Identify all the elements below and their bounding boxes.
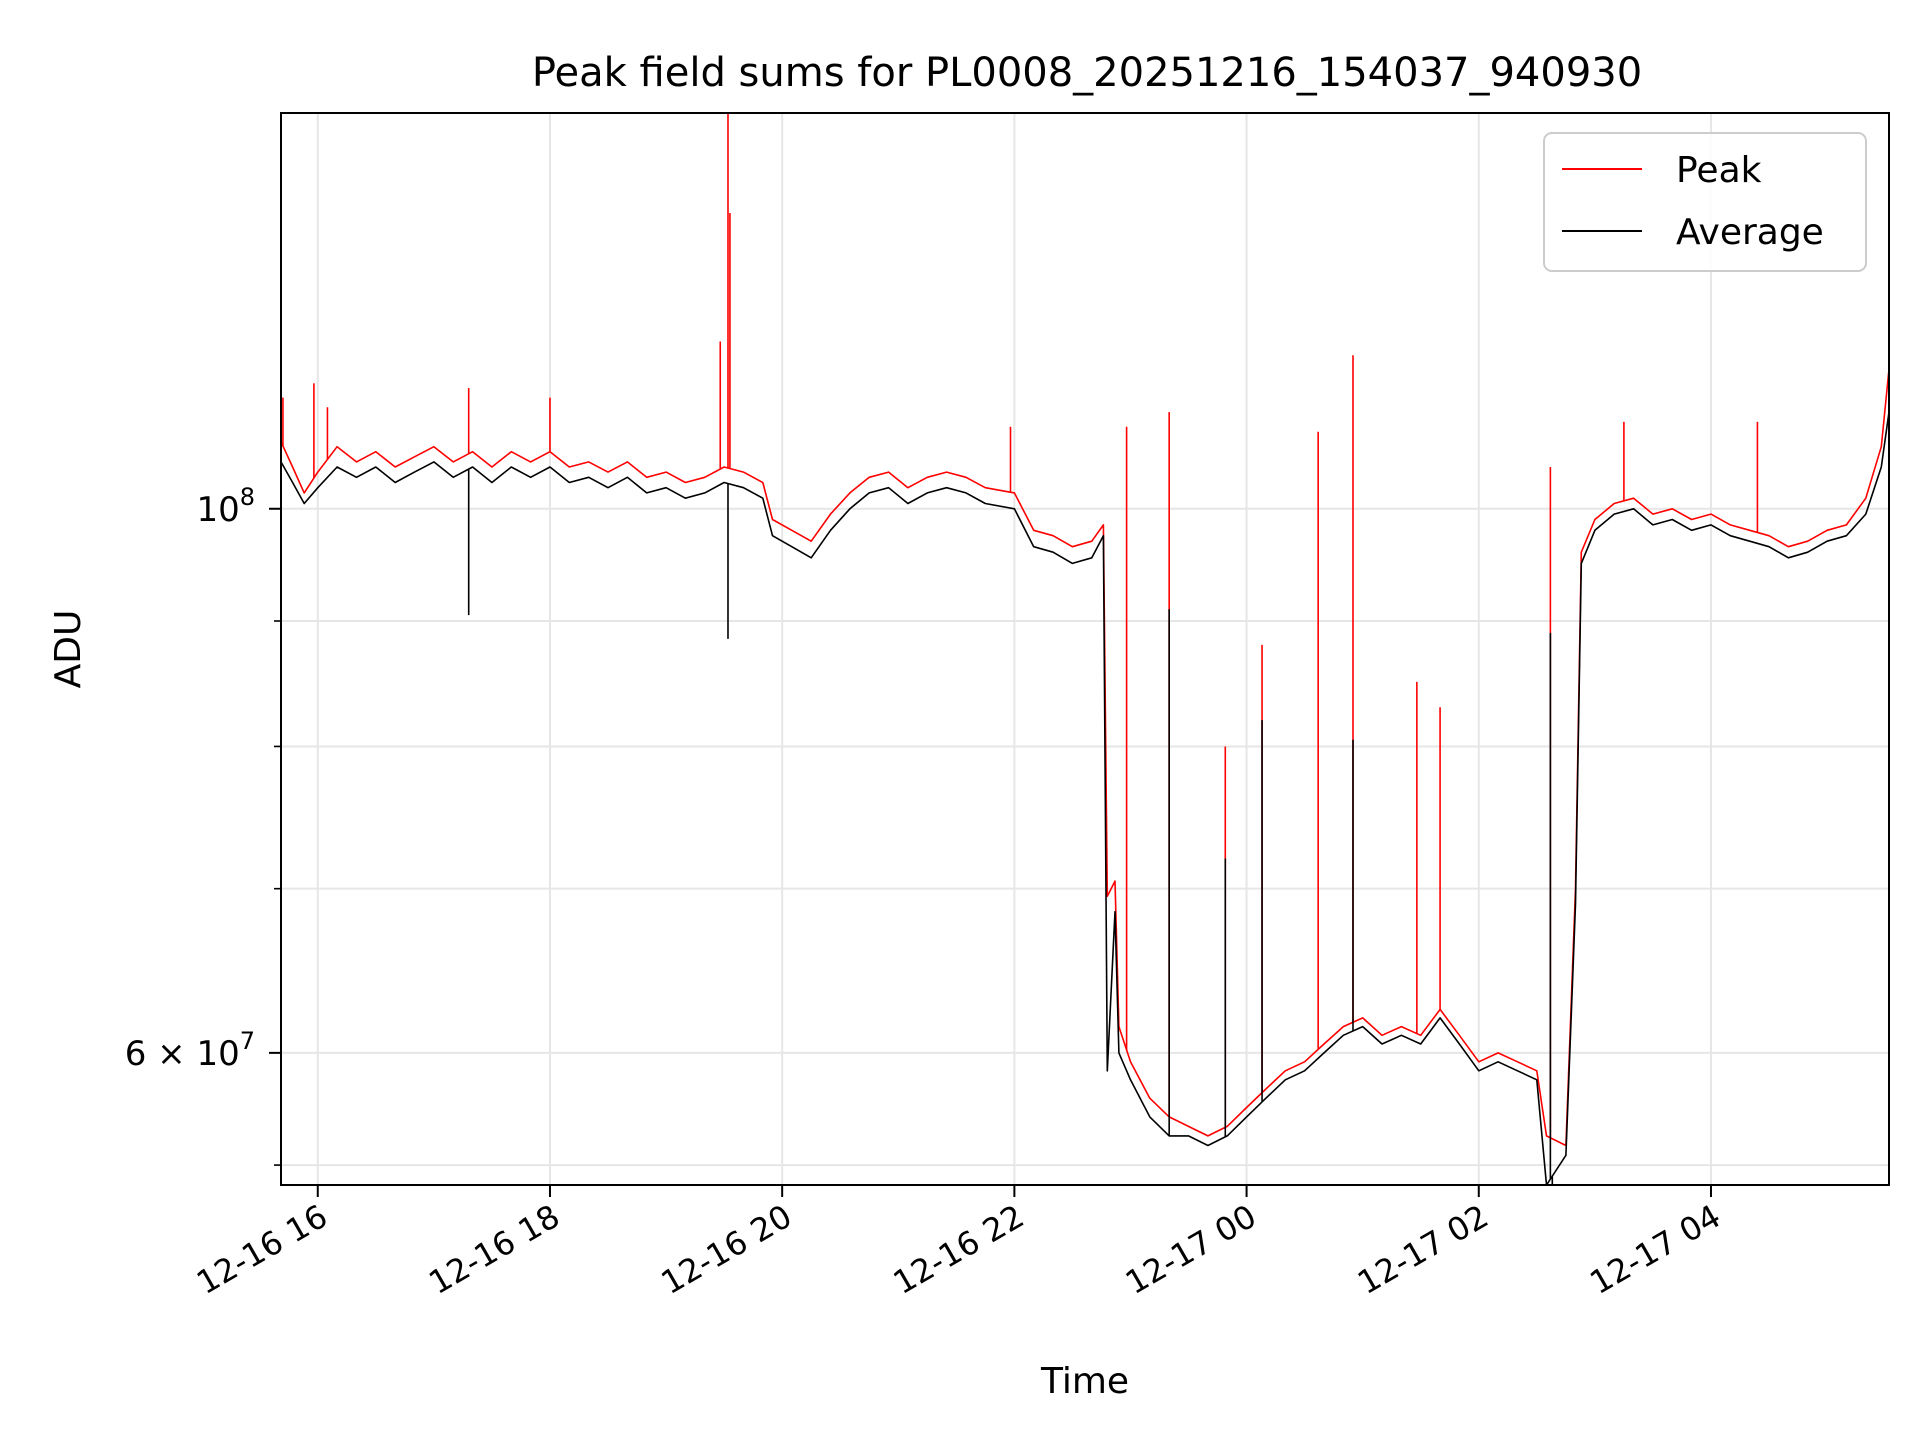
x-axis-label: Time	[1040, 1361, 1129, 1402]
y-axis-label: ADU	[48, 610, 89, 689]
legend-box	[1543, 132, 1867, 272]
chart-title: Peak field sums for PL0008_20251216_1540…	[532, 50, 1642, 96]
grid	[281, 113, 1889, 1185]
legend-peak-label: Peak	[1676, 150, 1762, 191]
series-layer	[281, 113, 1889, 1185]
legend-average-label: Average	[1676, 212, 1824, 253]
y-tick-label: 108	[196, 483, 255, 530]
y-axis: 6 × 107 108	[125, 483, 281, 1166]
legend: Peak Average	[1543, 132, 1867, 272]
y-tick-label: 6 × 107	[125, 1027, 255, 1074]
plot-area-frame	[280, 112, 1890, 1186]
average-series-line	[281, 411, 1889, 1185]
